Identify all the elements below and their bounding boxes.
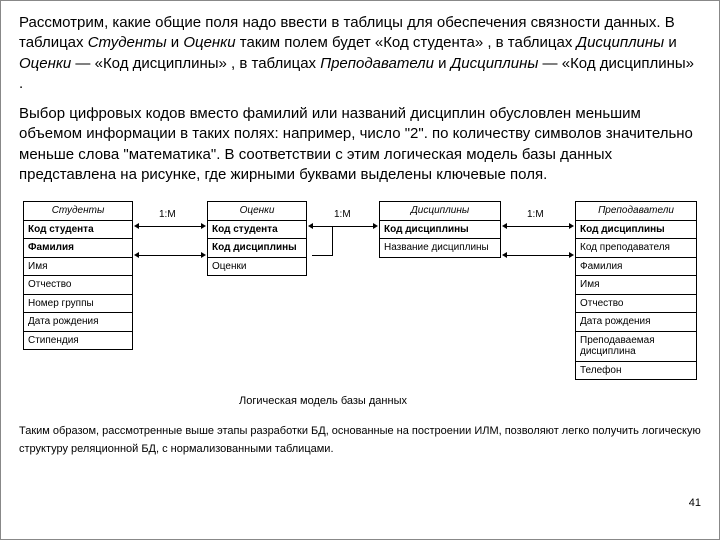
p1-m3: и	[664, 34, 677, 51]
arrow-3b	[506, 255, 570, 256]
p1-m5: и	[434, 55, 451, 72]
students-row-0: Код студента	[24, 220, 133, 239]
students-row-4: Номер группы	[24, 294, 133, 313]
p1-i2: Оценки	[183, 34, 235, 51]
arrow-2	[312, 226, 374, 227]
students-row-6: Стипендия	[24, 331, 133, 350]
diagram-caption: Логическая модель базы данных	[239, 395, 407, 407]
entity-grades: Оценки Код студента Код дисциплины Оценк…	[207, 201, 307, 276]
p1-i5: Преподаватели	[320, 55, 434, 72]
connector-2a	[312, 255, 332, 256]
p1-i1: Студенты	[88, 34, 167, 51]
disciplines-row-0: Код дисциплины	[380, 220, 501, 239]
paragraph-1: Рассмотрим, какие общие поля надо ввести…	[19, 13, 701, 94]
rel-label-3: 1:М	[527, 209, 544, 220]
arrow-1b	[138, 255, 202, 256]
teachers-row-6: Преподаваемая дисциплина	[576, 331, 697, 361]
entity-disciplines: Дисциплины Код дисциплины Название дисци…	[379, 201, 501, 258]
teachers-row-0: Код дисциплины	[576, 220, 697, 239]
students-title: Студенты	[24, 202, 133, 221]
students-row-3: Отчество	[24, 276, 133, 295]
page-number: 41	[689, 497, 701, 509]
students-row-2: Имя	[24, 257, 133, 276]
teachers-title: Преподаватели	[576, 202, 697, 221]
students-row-5: Дата рождения	[24, 313, 133, 332]
p1-m4: — «Код дисциплины» , в таблицах	[71, 55, 320, 72]
p1-i6: Дисциплины	[451, 55, 539, 72]
arrow-3	[506, 226, 570, 227]
grades-title: Оценки	[208, 202, 307, 221]
teachers-row-7: Телефон	[576, 361, 697, 380]
er-diagram: Студенты Код студента Фамилия Имя Отчест…	[19, 195, 703, 415]
grades-row-2: Оценки	[208, 257, 307, 276]
p1-i3: Дисциплины	[577, 34, 665, 51]
arrow-1	[138, 226, 202, 227]
entity-teachers: Преподаватели Код дисциплины Код препода…	[575, 201, 697, 380]
teachers-row-1: Код преподавателя	[576, 239, 697, 258]
disciplines-title: Дисциплины	[380, 202, 501, 221]
p1-m1: и	[167, 34, 184, 51]
entity-students: Студенты Код студента Фамилия Имя Отчест…	[23, 201, 133, 350]
teachers-row-5: Дата рождения	[576, 313, 697, 332]
teachers-row-3: Имя	[576, 276, 697, 295]
students-row-1: Фамилия	[24, 239, 133, 258]
teachers-row-2: Фамилия	[576, 257, 697, 276]
grades-row-1: Код дисциплины	[208, 239, 307, 258]
disciplines-row-1: Название дисциплины	[380, 239, 501, 258]
footnote: Таким образом, рассмотренные выше этапы …	[19, 423, 701, 458]
rel-label-2: 1:М	[334, 209, 351, 220]
paragraph-2: Выбор цифровых кодов вместо фамилий или …	[19, 104, 701, 185]
p1-m2: таким полем будет «Код студента» , в таб…	[236, 34, 577, 51]
rel-label-1: 1:М	[159, 209, 176, 220]
slide: Рассмотрим, какие общие поля надо ввести…	[0, 0, 720, 540]
p1-i4: Оценки	[19, 55, 71, 72]
grades-row-0: Код студента	[208, 220, 307, 239]
teachers-row-4: Отчество	[576, 294, 697, 313]
connector-2b	[332, 226, 333, 256]
